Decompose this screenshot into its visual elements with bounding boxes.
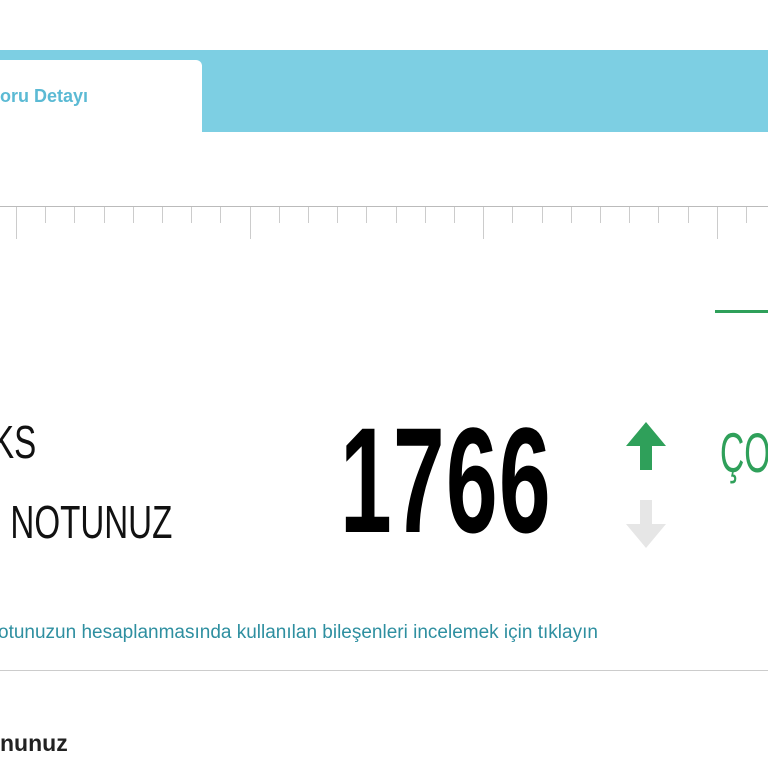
scale-axis xyxy=(0,206,768,207)
segment-low-risk: AZ RİSKLİ xyxy=(248,260,482,303)
scale-tick xyxy=(278,207,280,223)
score-components-link[interactable]: otunuzun hesaplanmasında kullanılan bile… xyxy=(0,622,598,643)
scale-tick xyxy=(454,207,455,223)
segment-label: ORTA RİSKLİ xyxy=(90,275,173,290)
tab-label: oru Detayı xyxy=(0,86,89,106)
tab-report-detail[interactable]: oru Detayı xyxy=(0,60,202,132)
scale-tick xyxy=(395,207,397,223)
scale-tick xyxy=(629,207,631,223)
scale-tick xyxy=(366,207,368,223)
segment-label: AZ RİSKLİ xyxy=(333,275,397,290)
scale-tick xyxy=(424,207,426,223)
scale-tick xyxy=(16,207,17,239)
scale-tick xyxy=(687,207,689,223)
section-heading: nunuz xyxy=(0,730,68,756)
scale-tick xyxy=(132,207,134,223)
segment-medium-risk: ORTA RİSKLİ xyxy=(15,260,248,303)
scale-tick xyxy=(103,207,105,223)
scale-tick xyxy=(570,207,572,223)
segment-good: İYİ xyxy=(482,260,715,303)
scale-tick xyxy=(483,207,485,239)
scale-tick xyxy=(746,207,747,223)
scale-tick xyxy=(162,207,163,223)
segment-label: İYİ xyxy=(590,275,607,290)
score-status: ÇO xyxy=(720,421,768,484)
trend-icons xyxy=(626,422,666,548)
scale-tick xyxy=(512,207,514,223)
score-value: 1766 xyxy=(340,396,552,564)
scale-tick xyxy=(308,207,309,223)
score-label-line1: KS xyxy=(0,416,37,468)
arrow-up-icon xyxy=(626,422,666,470)
scale-tick xyxy=(600,207,601,223)
scale-tick xyxy=(658,207,660,223)
segment-very-good xyxy=(715,260,768,303)
scale-tick xyxy=(337,207,339,223)
scale-tick xyxy=(74,207,76,223)
segment-high-risk xyxy=(0,260,15,303)
score-marker xyxy=(715,310,768,313)
scale-tick xyxy=(45,207,47,223)
score-label-line2: İ NOTUNUZ xyxy=(0,496,173,548)
scale-tick xyxy=(541,207,543,223)
scale-tick xyxy=(191,207,193,223)
scale-tick xyxy=(220,207,222,223)
scale-tick xyxy=(249,207,251,239)
arrow-down-icon xyxy=(626,500,666,548)
scale-tick xyxy=(716,207,718,239)
divider xyxy=(0,670,768,671)
